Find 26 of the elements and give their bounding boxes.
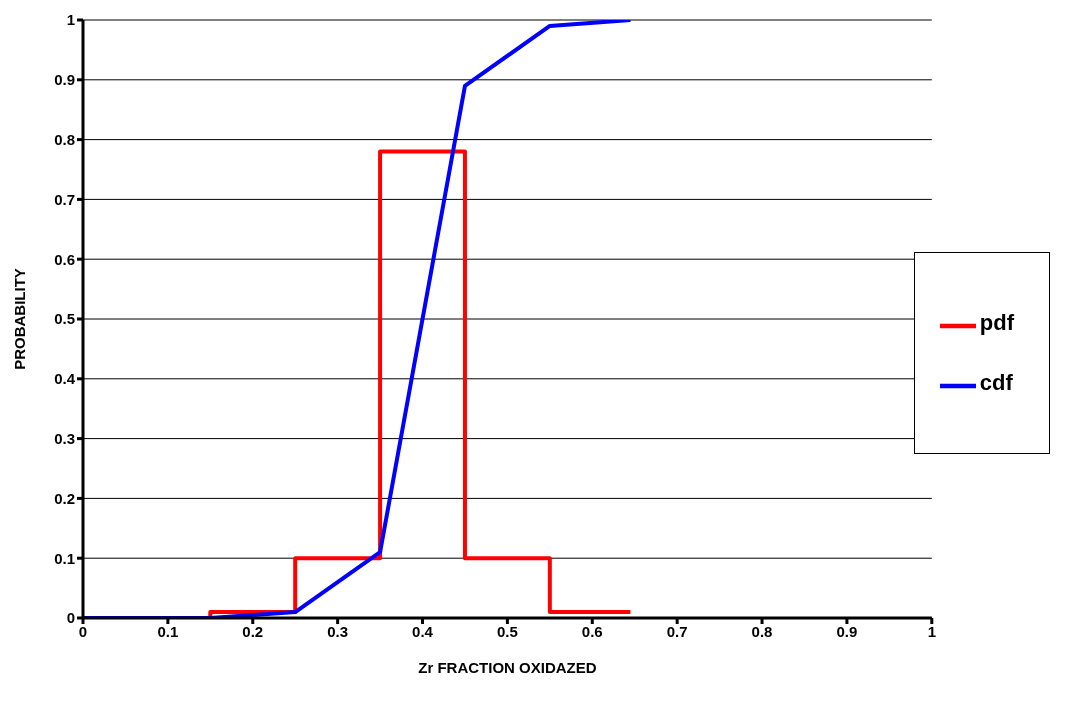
y-tick-label: 0.9 (54, 71, 75, 89)
x-tick-label: 0.7 (666, 622, 688, 640)
y-tick-label: 0.3 (54, 429, 75, 447)
x-tick-label: 0.2 (242, 622, 264, 640)
x-axis-title: Zr FRACTION OXIDAZED (418, 659, 597, 676)
legend-label: cdf (979, 370, 1013, 395)
y-tick-label: 0.6 (54, 250, 75, 268)
x-tick-label: 0 (78, 622, 88, 640)
x-tick-label: 0.5 (496, 622, 518, 640)
y-tick-label: 0.7 (54, 190, 75, 208)
x-tick-label: 0.4 (412, 622, 434, 640)
x-tick-label: 0.8 (751, 622, 773, 640)
y-tick-label: 0.5 (54, 310, 75, 328)
legend-label: pdf (979, 310, 1014, 335)
y-tick-label: 0 (66, 609, 75, 627)
x-tick-label: 0.3 (327, 622, 349, 640)
y-axis-title: PROBABILITY (11, 268, 29, 370)
x-tick-label: 0.1 (157, 622, 179, 640)
y-tick-label: 0.1 (54, 549, 75, 567)
y-tick-label: 0.2 (54, 489, 75, 507)
y-tick-label: 0.4 (54, 370, 76, 388)
x-tick-label: 1 (927, 622, 936, 640)
x-tick-label: 0.9 (836, 622, 858, 640)
x-tick-label: 0.6 (581, 622, 603, 640)
y-tick-label: 1 (66, 11, 75, 29)
y-tick-label: 0.8 (54, 130, 75, 148)
